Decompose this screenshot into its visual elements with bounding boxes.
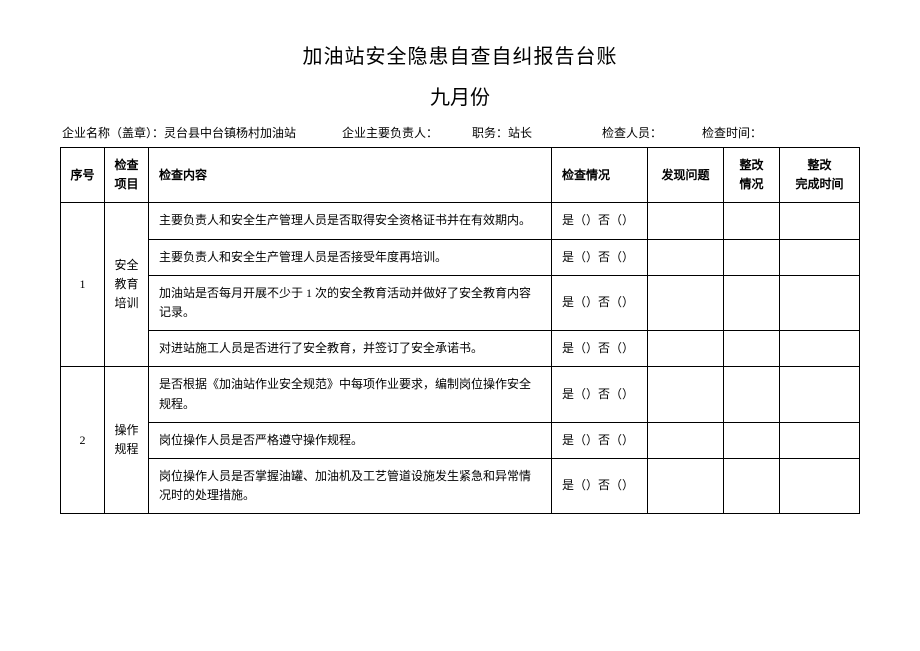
problem-cell <box>648 422 724 458</box>
status-cell: 是（）否（） <box>552 275 648 330</box>
correction-cell <box>724 331 780 367</box>
meta-leader: 企业主要负责人： <box>342 124 472 141</box>
inspector-label: 检查人员： <box>602 126 662 140</box>
correction-cell <box>724 275 780 330</box>
leader-label: 企业主要负责人： <box>342 126 438 140</box>
header-seq: 序号 <box>61 148 105 203</box>
inspection-table: 序号 检查项目 检查内容 检查情况 发现问题 整改情况 整改完成时间 1安全教育… <box>60 147 860 514</box>
document-title: 加油站安全隐患自查自纠报告台账 <box>60 40 860 69</box>
complete-time-cell <box>780 331 860 367</box>
correction-cell <box>724 458 780 513</box>
complete-time-cell <box>780 422 860 458</box>
problem-cell <box>648 239 724 275</box>
problem-cell <box>648 367 724 422</box>
category-cell: 安全教育培训 <box>105 203 149 367</box>
meta-time: 检查时间： <box>702 124 762 141</box>
table-row: 岗位操作人员是否严格遵守操作规程。是（）否（） <box>61 422 860 458</box>
content-cell: 岗位操作人员是否严格遵守操作规程。 <box>149 422 552 458</box>
complete-time-cell <box>780 458 860 513</box>
company-label: 企业名称（盖章）： <box>62 126 164 140</box>
header-category: 检查项目 <box>105 148 149 203</box>
table-row: 对进站施工人员是否进行了安全教育，并签订了安全承诺书。是（）否（） <box>61 331 860 367</box>
status-cell: 是（）否（） <box>552 422 648 458</box>
content-cell: 主要负责人和安全生产管理人员是否取得安全资格证书并在有效期内。 <box>149 203 552 239</box>
position-value: 站长 <box>508 126 532 140</box>
complete-time-cell <box>780 367 860 422</box>
problem-cell <box>648 458 724 513</box>
seq-cell: 2 <box>61 367 105 514</box>
header-problem: 发现问题 <box>648 148 724 203</box>
category-cell: 操作规程 <box>105 367 149 514</box>
table-row: 加油站是否每月开展不少于 1 次的安全教育活动并做好了安全教育内容记录。是（）否… <box>61 275 860 330</box>
status-cell: 是（）否（） <box>552 331 648 367</box>
correction-cell <box>724 203 780 239</box>
status-cell: 是（）否（） <box>552 203 648 239</box>
complete-time-cell <box>780 275 860 330</box>
status-cell: 是（）否（） <box>552 458 648 513</box>
table-row: 主要负责人和安全生产管理人员是否接受年度再培训。是（）否（） <box>61 239 860 275</box>
company-value: 灵台县中台镇杨村加油站 <box>164 126 296 140</box>
problem-cell <box>648 203 724 239</box>
problem-cell <box>648 275 724 330</box>
table-row: 2操作规程是否根据《加油站作业安全规范》中每项作业要求，编制岗位操作安全规程。是… <box>61 367 860 422</box>
content-cell: 加油站是否每月开展不少于 1 次的安全教育活动并做好了安全教育内容记录。 <box>149 275 552 330</box>
table-row: 岗位操作人员是否掌握油罐、加油机及工艺管道设施发生紧急和异常情况时的处理措施。是… <box>61 458 860 513</box>
content-cell: 对进站施工人员是否进行了安全教育，并签订了安全承诺书。 <box>149 331 552 367</box>
status-cell: 是（）否（） <box>552 367 648 422</box>
time-label: 检查时间： <box>702 126 762 140</box>
header-correction: 整改情况 <box>724 148 780 203</box>
correction-cell <box>724 367 780 422</box>
header-content: 检查内容 <box>149 148 552 203</box>
meta-inspector: 检查人员： <box>602 124 702 141</box>
header-row: 序号 检查项目 检查内容 检查情况 发现问题 整改情况 整改完成时间 <box>61 148 860 203</box>
meta-position: 职务：站长 <box>472 124 602 141</box>
meta-info-row: 企业名称（盖章）：灵台县中台镇杨村加油站 企业主要负责人： 职务：站长 检查人员… <box>60 124 860 141</box>
complete-time-cell <box>780 203 860 239</box>
header-status: 检查情况 <box>552 148 648 203</box>
position-label: 职务： <box>472 126 508 140</box>
complete-time-cell <box>780 239 860 275</box>
problem-cell <box>648 331 724 367</box>
content-cell: 主要负责人和安全生产管理人员是否接受年度再培训。 <box>149 239 552 275</box>
header-complete-time: 整改完成时间 <box>780 148 860 203</box>
table-row: 1安全教育培训主要负责人和安全生产管理人员是否取得安全资格证书并在有效期内。是（… <box>61 203 860 239</box>
meta-company: 企业名称（盖章）：灵台县中台镇杨村加油站 <box>62 124 342 141</box>
seq-cell: 1 <box>61 203 105 367</box>
correction-cell <box>724 239 780 275</box>
status-cell: 是（）否（） <box>552 239 648 275</box>
content-cell: 岗位操作人员是否掌握油罐、加油机及工艺管道设施发生紧急和异常情况时的处理措施。 <box>149 458 552 513</box>
document-subtitle: 九月份 <box>60 81 860 110</box>
correction-cell <box>724 422 780 458</box>
content-cell: 是否根据《加油站作业安全规范》中每项作业要求，编制岗位操作安全规程。 <box>149 367 552 422</box>
